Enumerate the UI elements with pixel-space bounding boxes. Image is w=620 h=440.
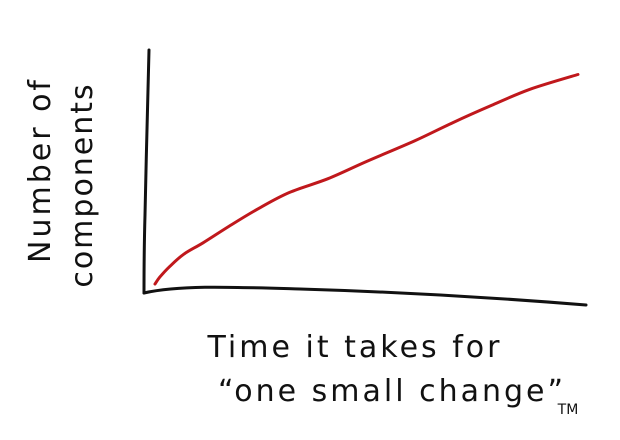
trademark-mark: TM bbox=[557, 402, 579, 418]
y-axis-label-line2: components bbox=[65, 82, 100, 287]
data-point-0 bbox=[154, 283, 157, 286]
data-point-4 bbox=[202, 241, 205, 244]
data-point-9 bbox=[365, 160, 368, 163]
data-point-8 bbox=[327, 177, 330, 180]
x-axis-label-line2: “one small change” bbox=[218, 374, 566, 409]
data-point-6 bbox=[259, 206, 262, 209]
data-point-14 bbox=[577, 73, 580, 76]
data-point-12 bbox=[490, 104, 493, 107]
data-point-7 bbox=[288, 191, 291, 194]
series-points bbox=[154, 73, 580, 286]
data-point-11 bbox=[452, 121, 455, 124]
x-axis-label-line1: Time it takes for bbox=[207, 330, 503, 365]
y-axis-label-line1: Number of bbox=[23, 77, 58, 263]
y-axis bbox=[142, 48, 151, 295]
data-point-3 bbox=[182, 253, 185, 256]
data-point-1 bbox=[158, 276, 161, 279]
data-point-2 bbox=[168, 265, 171, 268]
series-line bbox=[153, 73, 580, 286]
x-axis bbox=[142, 285, 588, 307]
data-point-5 bbox=[230, 223, 233, 226]
data-point-13 bbox=[528, 88, 531, 91]
data-point-10 bbox=[413, 139, 416, 142]
